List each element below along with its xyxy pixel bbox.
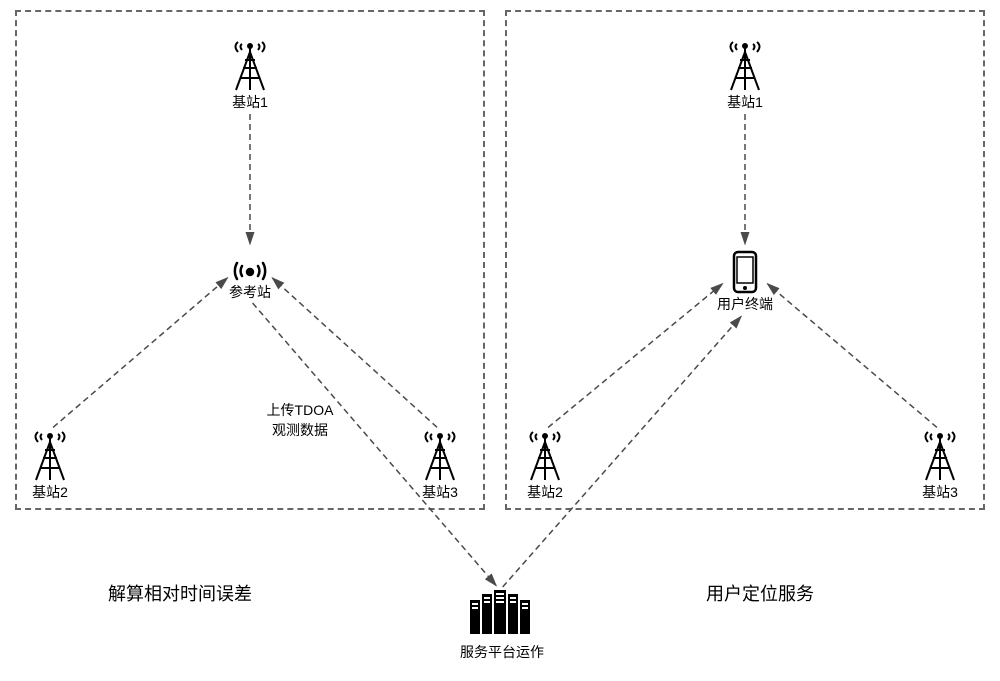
server-platform: 服务平台运作 [460, 590, 540, 662]
antenna-icon [900, 430, 980, 482]
left-base-station-2: 基站2 [10, 430, 90, 502]
node-label: 基站2 [10, 482, 90, 502]
right-base-station-3: 基站3 [900, 430, 980, 502]
antenna-icon [505, 430, 585, 482]
upload-tdoa-label: 上传TDOA观测数据 [250, 400, 350, 440]
right-base-station-1: 基站1 [705, 40, 785, 112]
left-base-station-3: 基站3 [400, 430, 480, 502]
right-user-terminal: 用户终端 [705, 250, 785, 314]
right-base-station-2: 基站2 [505, 430, 585, 502]
server-icon [460, 590, 540, 638]
node-label: 基站3 [400, 482, 480, 502]
node-label: 参考站 [210, 282, 290, 302]
antenna-icon [210, 40, 290, 92]
node-label: 基站2 [505, 482, 585, 502]
phone-icon [705, 250, 785, 294]
antenna-icon [705, 40, 785, 92]
node-label: 用户终端 [705, 294, 785, 314]
antenna-icon [400, 430, 480, 482]
node-label: 基站1 [705, 92, 785, 112]
user-positioning-label: 用户定位服务 [690, 580, 830, 606]
node-label: 服务平台运作 [460, 642, 540, 662]
left-base-station-1: 基站1 [210, 40, 290, 112]
left-reference-station: 参考站 [210, 250, 290, 302]
node-label: 基站3 [900, 482, 980, 502]
antenna-icon [10, 430, 90, 482]
solve-error-label: 解算相对时间误差 [100, 580, 260, 606]
wifi-icon [210, 250, 290, 282]
node-label: 基站1 [210, 92, 290, 112]
